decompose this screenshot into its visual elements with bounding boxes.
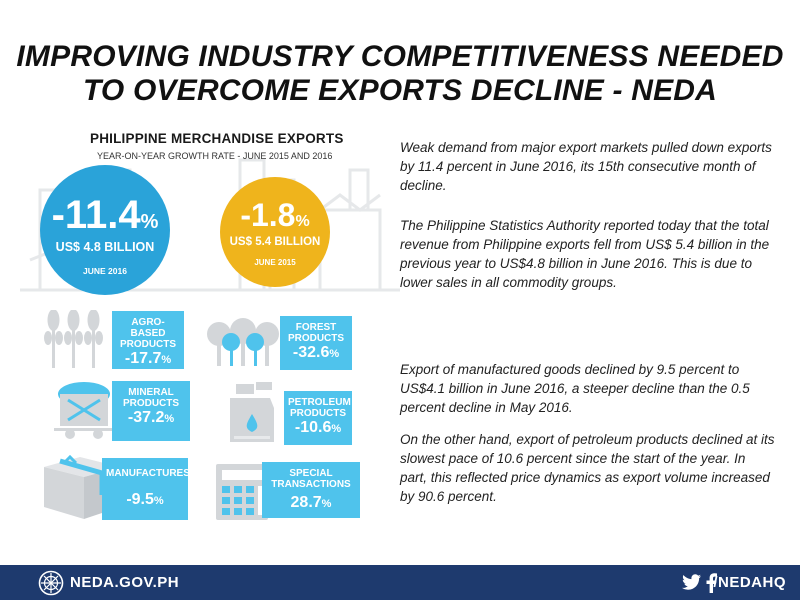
section-title: PHILIPPINE MERCHANDISE EXPORTS xyxy=(90,131,344,146)
wheat-icon xyxy=(44,310,103,368)
june-2015-date: JUNE 2015 xyxy=(254,258,296,267)
forest-products-label: FOREST PRODUCTS xyxy=(287,322,345,344)
june-2015-amount: US$ 5.4 BILLION xyxy=(229,236,321,248)
special-transactions-card: SPECIAL TRANSACTIONS 28.7% xyxy=(262,462,360,518)
website-link[interactable]: NEDA.GOV.PH xyxy=(70,574,180,591)
june-2015-circle: -1.8% US$ 5.4 BILLION JUNE 2015 xyxy=(220,177,330,287)
mineral-products-value: -37.2% xyxy=(127,409,175,426)
paragraph-psa-report: The Philippine Statistics Authority repo… xyxy=(400,218,770,290)
mine-cart-icon xyxy=(54,382,114,439)
footer-bar: NEDA.GOV.PH /NEDAHQ xyxy=(0,565,800,600)
june-2016-circle: -11.4% US$ 4.8 BILLION JUNE 2016 xyxy=(40,165,170,295)
agro-based-label: AGRO-BASED PRODUCTS xyxy=(119,317,177,350)
agro-based-value: -17.7% xyxy=(124,350,172,367)
special-transactions-label: SPECIAL TRANSACTIONS xyxy=(271,468,351,490)
manufactures-card: MANUFACTURES -9.5% xyxy=(102,458,190,520)
facebook-icon[interactable] xyxy=(705,573,717,593)
fuel-can-icon xyxy=(230,382,274,442)
trees-icon xyxy=(207,318,279,366)
page-title: IMPROVING INDUSTRY COMPETITIVENESS NEEDE… xyxy=(0,40,800,108)
title-line-2: TO OVERCOME EXPORTS DECLINE - NEDA xyxy=(82,74,718,107)
social-handle-link[interactable]: /NEDAHQ xyxy=(713,574,786,591)
forest-products-value: -32.6% xyxy=(292,344,340,361)
june-2015-growth: -1.8% xyxy=(240,197,310,233)
petroleum-products-value: -10.6% xyxy=(294,419,342,436)
paragraph-petroleum: On the other hand, export of petroleum p… xyxy=(400,432,775,504)
petroleum-products-label: PETROLEUM PRODUCTS xyxy=(288,397,351,419)
june-2016-date: JUNE 2016 xyxy=(83,266,127,276)
twitter-icon[interactable] xyxy=(682,574,702,591)
mineral-products-label: MINERAL PRODUCTS xyxy=(122,387,180,409)
june-2016-growth: -11.4% xyxy=(51,193,159,237)
paragraph-manufactured-goods: Export of manufactured goods declined by… xyxy=(400,362,750,415)
mineral-products-card: MINERAL PRODUCTS -37.2% xyxy=(112,381,190,441)
paragraph-exports-decline: Weak demand from major export markets pu… xyxy=(400,140,772,193)
manufactures-value: -9.5% xyxy=(126,491,164,508)
june-2016-amount: US$ 4.8 BILLION xyxy=(55,240,155,254)
calculator-icon xyxy=(216,464,268,520)
agro-based-card: AGRO-BASED PRODUCTS -17.7% xyxy=(112,311,184,369)
section-subtitle: YEAR-ON-YEAR GROWTH RATE - JUNE 2015 AND… xyxy=(97,151,333,161)
forest-products-card: FOREST PRODUCTS -32.6% xyxy=(280,316,352,370)
petroleum-products-card: PETROLEUM PRODUCTS -10.6% xyxy=(284,391,352,445)
special-transactions-value: 28.7% xyxy=(290,494,332,511)
title-line-1: IMPROVING INDUSTRY COMPETITIVENESS NEEDE… xyxy=(16,40,784,73)
neda-seal-icon xyxy=(38,570,64,596)
manufactures-label: MANUFACTURES xyxy=(106,468,190,479)
